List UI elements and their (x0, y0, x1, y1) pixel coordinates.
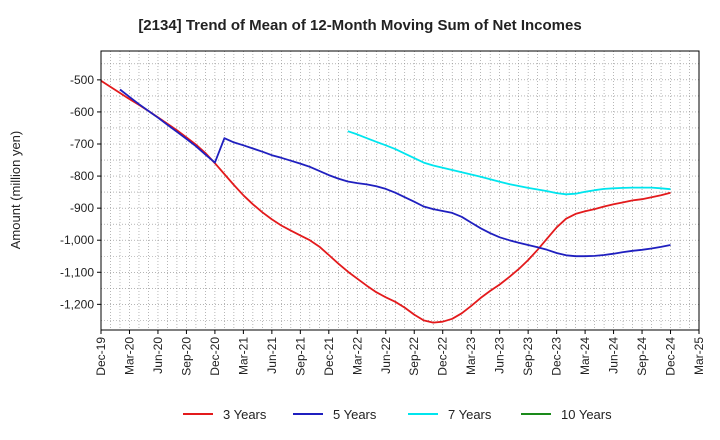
x-tick-label: Dec-21 (322, 337, 336, 376)
x-tick-label: Sep-22 (407, 337, 421, 376)
legend: 3 Years 5 Years 7 Years 10 Years (183, 407, 612, 422)
x-tick-label: Jun-20 (151, 337, 165, 374)
chart-title: [2134] Trend of Mean of 12-Month Moving … (138, 17, 581, 34)
x-tick-label: Jun-23 (493, 337, 507, 374)
y-tick-label: -700 (70, 137, 94, 151)
x-tick-label: Sep-23 (521, 337, 535, 376)
legend-label: 7 Years (448, 407, 492, 422)
x-tick-label: Mar-25 (692, 337, 706, 375)
y-tick-label: -900 (70, 201, 94, 215)
x-tick-label: Dec-20 (208, 337, 222, 376)
x-tick-label: Jun-22 (379, 337, 393, 374)
x-tick-label: Dec-19 (94, 337, 108, 376)
x-tick-label: Jun-24 (607, 337, 621, 374)
y-tick-label: -1,200 (60, 297, 94, 311)
series-line-3-years (100, 80, 671, 324)
x-tick-label: Mar-20 (122, 337, 136, 375)
legend-label: 5 Years (333, 407, 377, 422)
x-tick-label: Mar-24 (578, 337, 592, 375)
series-lines (100, 80, 671, 324)
plot-frame (100, 50, 700, 331)
x-tick-label: Dec-23 (550, 337, 564, 376)
y-tick-label: -600 (70, 105, 94, 119)
x-tick-label: Sep-20 (179, 337, 193, 376)
x-axis: Dec-19 Mar-20 Jun-20 Sep-20 Dec-20 Mar-21 Jun-… (94, 330, 706, 376)
x-tick-label: Mar-21 (236, 337, 250, 375)
y-tick-label: -1,000 (60, 233, 94, 247)
series-line-5-years (119, 88, 671, 258)
legend-label: 10 Years (561, 407, 612, 422)
x-tick-label: Mar-23 (464, 337, 478, 375)
y-tick-label: -500 (70, 73, 94, 87)
legend-label: 3 Years (223, 407, 267, 422)
y-axis: -500 -600 -700 -800 -900 -1,000 -1,100 -1,200 (60, 73, 101, 311)
x-tick-label: Dec-24 (664, 337, 678, 376)
y-tick-label: -1,100 (60, 265, 94, 279)
y-axis-label: Amount (million yen) (8, 131, 23, 250)
x-tick-label: Dec-22 (436, 337, 450, 376)
series-line-7-years (347, 130, 671, 196)
plot-area (101, 51, 699, 330)
x-tick-label: Mar-22 (350, 337, 364, 375)
x-tick-label: Jun-21 (265, 337, 279, 374)
x-tick-label: Sep-24 (635, 337, 649, 376)
y-tick-label: -800 (70, 169, 94, 183)
x-tick-label: Sep-21 (293, 337, 307, 376)
